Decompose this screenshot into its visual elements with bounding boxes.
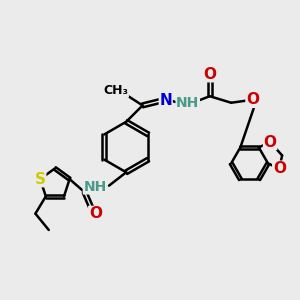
Text: O: O (89, 206, 102, 221)
Text: CH₃: CH₃ (103, 84, 128, 97)
Text: O: O (246, 92, 259, 107)
Text: O: O (273, 161, 286, 176)
Text: O: O (264, 135, 277, 150)
Text: NH: NH (176, 96, 200, 110)
Text: NH: NH (83, 180, 106, 194)
Text: N: N (159, 93, 172, 108)
Text: S: S (35, 172, 46, 187)
Text: O: O (203, 67, 216, 82)
